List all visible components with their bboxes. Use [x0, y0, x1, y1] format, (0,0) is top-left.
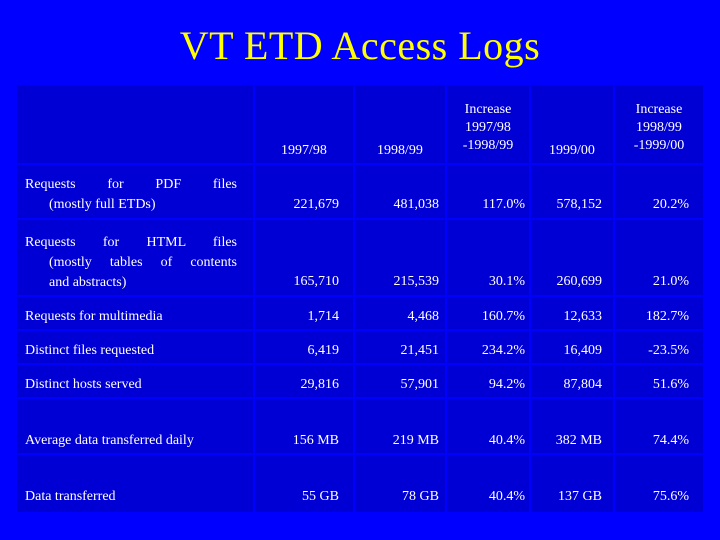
table-cell: 221,679 — [293, 197, 340, 212]
row-label-line: and abstracts) — [49, 275, 127, 290]
row-label-line: (mostly tables of contents — [49, 255, 237, 270]
row-divider — [17, 453, 703, 455]
table-cell: 78 GB — [402, 489, 439, 504]
slide-title: VT ETD Access Logs — [179, 23, 541, 68]
column-header: 1999/00 — [549, 143, 595, 158]
access-log-table: 1997/98 1998/99 Increase 1997/98 -1998/9… — [17, 85, 703, 512]
table-cell: 94.2% — [488, 377, 525, 392]
table-cell: 40.4% — [488, 433, 525, 448]
table-cell: 21,451 — [400, 343, 440, 358]
table-cell: 481,038 — [393, 197, 440, 212]
table-cell: -23.5% — [648, 343, 689, 358]
table-cell: 215,539 — [393, 274, 440, 289]
row-divider — [17, 295, 703, 297]
table-cell: 57,901 — [400, 377, 440, 392]
row-divider — [17, 163, 703, 165]
table-cell: 156 MB — [292, 433, 339, 448]
row-divider — [17, 329, 703, 331]
column-divider — [445, 85, 447, 512]
row-label: Requests for multimedia — [25, 309, 163, 324]
table-cell: 30.1% — [488, 274, 525, 289]
table-cell: 40.4% — [488, 489, 525, 504]
table-cell: 75.6% — [652, 489, 689, 504]
row-divider — [17, 363, 703, 365]
table-cell: 160.7% — [481, 309, 525, 324]
table-cell: 382 MB — [555, 433, 602, 448]
table-cell: 29,816 — [300, 377, 340, 392]
row-label: Distinct files requested — [25, 343, 155, 358]
column-divider — [353, 85, 355, 512]
column-divider — [613, 85, 615, 512]
table-cell: 260,699 — [556, 274, 603, 289]
table-cell: 182.7% — [645, 309, 689, 324]
column-divider — [253, 85, 255, 512]
table-cell: 578,152 — [556, 197, 603, 212]
table-cell: 51.6% — [652, 377, 689, 392]
row-label-line: Requests for HTML files — [25, 235, 237, 250]
row-label: Requests for PDF files (mostly full ETDs… — [25, 175, 237, 215]
table-cell: 12,633 — [563, 309, 603, 324]
table-cell: 55 GB — [302, 489, 339, 504]
column-divider — [529, 85, 531, 512]
table-cell: 117.0% — [482, 197, 525, 212]
column-header: Increase 1997/98 -1998/99 — [462, 102, 514, 153]
column-header: Increase 1998/99 -1999/00 — [633, 102, 685, 153]
row-label-line: (mostly full ETDs) — [49, 197, 156, 212]
column-header: 1998/99 — [377, 143, 423, 158]
table-cell: 6,419 — [307, 343, 340, 358]
table-cell: 21.0% — [652, 274, 689, 289]
table-cell: 137 GB — [558, 489, 602, 504]
table-cell: 20.2% — [652, 197, 689, 212]
row-label-line: Requests for PDF files — [25, 177, 237, 192]
table-cell: 4,468 — [407, 309, 440, 324]
table-cell: 1,714 — [307, 309, 340, 324]
row-label: Data transferred — [25, 489, 116, 504]
table-cell: 165,710 — [293, 274, 340, 289]
row-divider — [17, 397, 703, 399]
row-label: Distinct hosts served — [25, 377, 142, 392]
column-header: 1997/98 — [281, 143, 327, 158]
row-label: Requests for HTML files (mostly tables o… — [25, 233, 237, 293]
table-cell: 234.2% — [481, 343, 525, 358]
row-divider — [17, 218, 703, 220]
table-cell: 219 MB — [392, 433, 439, 448]
table-cell: 87,804 — [563, 377, 603, 392]
table-cell: 16,409 — [563, 343, 603, 358]
row-label: Average data transferred daily — [25, 433, 194, 448]
table-cell: 74.4% — [652, 433, 689, 448]
